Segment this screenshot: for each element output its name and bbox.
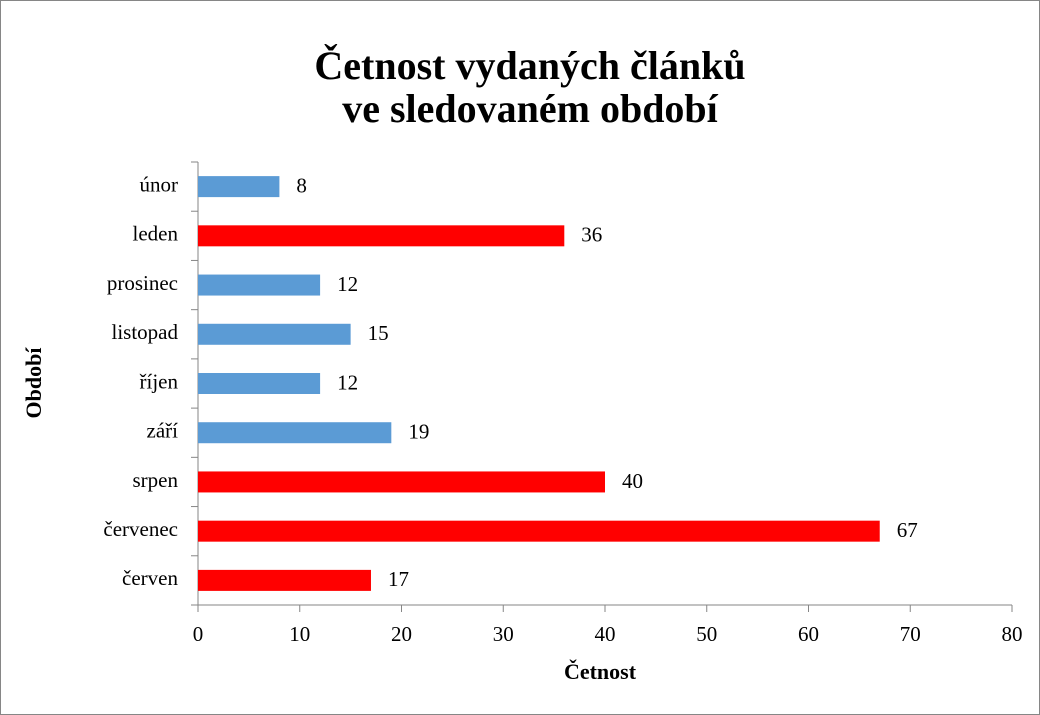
x-tick-label: 60 xyxy=(798,622,819,646)
x-tick-label: 20 xyxy=(391,622,412,646)
data-label: 12 xyxy=(337,272,358,296)
bar xyxy=(198,471,605,493)
bar xyxy=(198,569,371,591)
data-label: 67 xyxy=(897,518,918,542)
x-tick-label: 0 xyxy=(193,622,204,646)
bar xyxy=(198,373,321,394)
y-axis-label: Období xyxy=(21,347,46,419)
x-tick-label: 40 xyxy=(595,622,616,646)
y-tick-label: červen xyxy=(122,566,178,590)
data-label: 15 xyxy=(368,321,389,345)
bar xyxy=(198,422,392,444)
x-tick-label: 10 xyxy=(289,622,310,646)
y-tick-label: září xyxy=(147,419,179,443)
y-tick-label: únor xyxy=(140,172,179,196)
y-tick-label: listopad xyxy=(112,320,179,344)
data-label: 17 xyxy=(388,567,409,591)
data-label: 8 xyxy=(296,173,307,197)
bar xyxy=(198,520,880,542)
x-tick-label: 30 xyxy=(493,622,514,646)
bar xyxy=(198,323,351,345)
data-label: 12 xyxy=(337,370,358,394)
data-label: 19 xyxy=(408,420,429,444)
x-tick-label: 70 xyxy=(900,622,921,646)
chart-title: ve sledovaném období xyxy=(342,86,718,131)
x-tick-label: 50 xyxy=(696,622,717,646)
x-tick-label: 80 xyxy=(1002,622,1023,646)
y-tick-label: prosinec xyxy=(107,271,178,295)
y-tick-label: leden xyxy=(133,222,179,246)
bar xyxy=(198,225,565,247)
x-axis-label: Četnost xyxy=(564,659,637,684)
chart-title: Četnost vydaných článků xyxy=(314,43,745,88)
y-tick-label: červenec xyxy=(103,517,178,541)
data-label: 36 xyxy=(581,223,602,247)
data-label: 40 xyxy=(622,469,643,493)
y-tick-label: srpen xyxy=(133,468,179,492)
bar xyxy=(198,176,280,198)
bar xyxy=(198,274,321,296)
y-tick-label: říjen xyxy=(140,369,179,393)
